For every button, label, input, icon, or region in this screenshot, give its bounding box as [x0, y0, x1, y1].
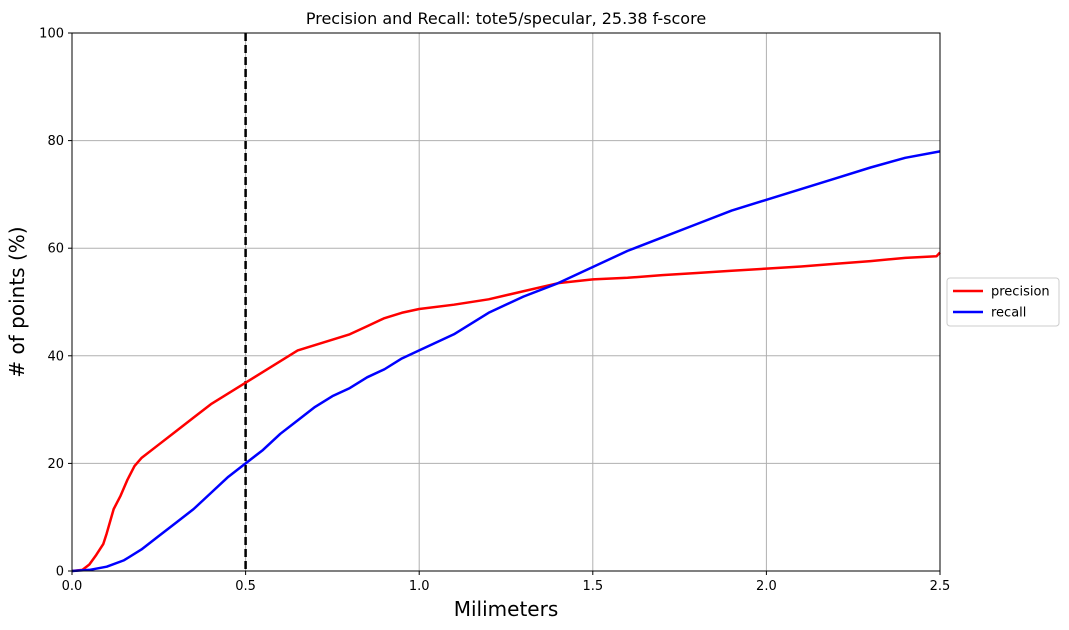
series-line-precision	[71, 251, 941, 573]
tick-layer: 0.0 0.5 1.0 1.5 2.0 2.5 0 20 40 60 80 100	[39, 27, 950, 595]
y-tick-label: 100	[39, 27, 64, 42]
x-tick-label: 1.0	[409, 579, 430, 594]
x-tick-label: 0.0	[62, 579, 83, 594]
series-layer	[71, 150, 941, 573]
x-axis-label: Milimeters	[454, 597, 559, 621]
y-tick-label: 0	[56, 565, 64, 580]
chart-title: Precision and Recall: tote5/specular, 25…	[306, 9, 706, 28]
x-tick-label: 2.5	[930, 579, 951, 594]
y-tick-label: 40	[47, 349, 64, 364]
y-tick-label: 80	[47, 134, 64, 149]
grid	[71, 32, 941, 572]
legend-label-recall: recall	[991, 306, 1026, 321]
y-tick-label: 20	[47, 457, 64, 472]
plot-frame	[71, 32, 941, 572]
x-tick-label: 1.5	[582, 579, 603, 594]
y-axis-label: # of points (%)	[5, 226, 29, 377]
x-tick-label: 0.5	[235, 579, 256, 594]
y-tick-label: 60	[47, 242, 64, 257]
legend: precision recall	[946, 277, 1060, 327]
series-line-recall	[71, 150, 941, 573]
legend-label-precision: precision	[991, 285, 1050, 300]
x-tick-label: 2.0	[756, 579, 777, 594]
